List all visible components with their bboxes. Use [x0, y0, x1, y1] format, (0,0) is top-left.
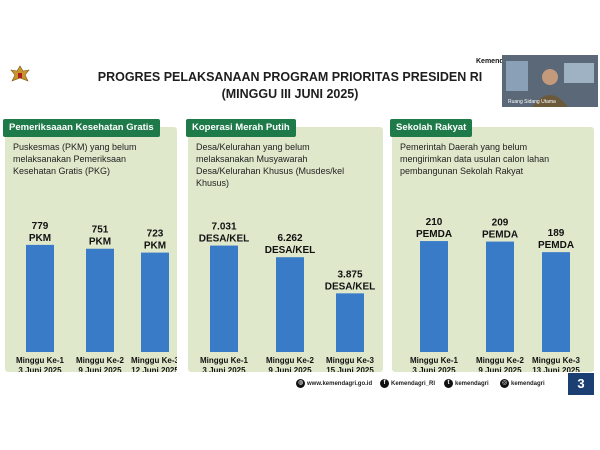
- website-text: www.kemendagri.go.id: [307, 380, 373, 387]
- page-number: 3: [568, 373, 594, 395]
- title-line-1: PROGRES PELAKSANAAN PROGRAM PRIORITAS PR…: [97, 70, 483, 84]
- category-date-label: 3 Juni 2025: [18, 366, 62, 372]
- unit-label: PEMDA: [416, 229, 452, 240]
- panel-title: Koperasi Merah Putih: [186, 119, 296, 137]
- bar-2: [86, 248, 114, 352]
- category-date-label: 3 Juni 2025: [202, 366, 246, 372]
- description-line: Desa/Kelurahan yang belum: [196, 142, 310, 152]
- video-caption: Ruang Sidang Utama: [508, 99, 556, 105]
- category-date-label: 3 Juni 2025: [412, 366, 456, 372]
- footer-twitter[interactable]: t kemendagri: [444, 379, 489, 388]
- panel-sekolah: Sekolah Rakyat Pemerintah Daerah yang be…: [390, 119, 594, 372]
- twitter-text: kemendagri: [455, 380, 489, 387]
- category-date-label: 15 Juni 2025: [326, 366, 374, 372]
- facebook-text: Kemendagri_RI: [391, 380, 436, 387]
- value-label: 751: [92, 225, 109, 236]
- globe-icon: ◍: [296, 379, 305, 388]
- unit-label: PKM: [89, 237, 111, 248]
- category-date-label: 9 Juni 2025: [268, 366, 312, 372]
- footer-facebook[interactable]: f Kemendagri_RI: [380, 379, 435, 388]
- slide-footer: ◍ www.kemendagri.go.id f Kemendagri_RI t…: [0, 373, 600, 395]
- category-label: Minggu Ke-3: [131, 356, 177, 365]
- description-line: mengirimkan data usulan calon lahan: [400, 154, 550, 164]
- panel-description: Puskesmas (PKM) yang belum melaksanakan …: [13, 141, 137, 177]
- description-line: Khusus): [196, 178, 230, 188]
- instagram-text: kemendagri: [511, 380, 545, 387]
- bar-1: [210, 245, 238, 352]
- bar-3: [542, 252, 570, 352]
- instagram-icon: ◎: [500, 379, 509, 388]
- description-line: Desa/Kelurahan Khusus (Musdes/kel: [196, 166, 345, 176]
- value-label: 7.031: [211, 222, 236, 233]
- footer-website[interactable]: ◍ www.kemendagri.go.id: [296, 379, 372, 388]
- garuda-logo-icon: [10, 65, 30, 82]
- description-line: melaksanakan Pemeriksaan: [13, 154, 127, 164]
- value-label: 3.875: [337, 269, 362, 280]
- bar-1: [26, 244, 54, 352]
- category-label: Minggu Ke-1: [16, 356, 65, 365]
- unit-label: DESA/KEL: [199, 234, 250, 245]
- facebook-icon: f: [380, 379, 389, 388]
- category-date-label: 13 Juni 2025: [532, 366, 580, 372]
- twitter-icon: t: [444, 379, 453, 388]
- presentation-slide: PROGRES PELAKSANAAN PROGRAM PRIORITAS PR…: [0, 55, 600, 395]
- category-label: Minggu Ke-3: [326, 356, 375, 365]
- category-label: Minggu Ke-1: [410, 356, 459, 365]
- unit-label: PEMDA: [482, 230, 518, 241]
- bar-2: [276, 257, 304, 352]
- bar-3: [336, 293, 364, 352]
- unit-label: DESA/KEL: [265, 245, 316, 256]
- category-label: Minggu Ke-1: [200, 356, 249, 365]
- brand-label: Kemend: [476, 58, 504, 65]
- category-label: Minggu Ke-2: [476, 356, 525, 365]
- panel-title: Sekolah Rakyat: [390, 119, 473, 137]
- bar-1: [420, 241, 448, 352]
- panel-koperasi: Koperasi Merah Putih Desa/Kelurahan yang…: [186, 119, 383, 372]
- unit-label: PKM: [144, 241, 166, 252]
- description-line: Kesehatan Gratis (PKG): [13, 166, 111, 176]
- category-label: Minggu Ke-3: [532, 356, 581, 365]
- value-label: 210: [426, 217, 443, 228]
- description-line: pembangunan Sekolah Rakyat: [400, 166, 524, 176]
- unit-label: PEMDA: [538, 240, 574, 251]
- category-label: Minggu Ke-2: [266, 356, 315, 365]
- bar-2: [486, 241, 514, 352]
- description-line: Pemerintah Daerah yang belum: [400, 142, 528, 152]
- title-line-2: (MINGGU III JUNI 2025): [221, 87, 359, 101]
- video-feed: Ruang Sidang Utama: [502, 55, 598, 107]
- category-date-label: 9 Juni 2025: [478, 366, 522, 372]
- value-label: 189: [548, 228, 565, 239]
- description-line: melaksanakan Musyawarah: [196, 154, 308, 164]
- slide-title: PROGRES PELAKSANAAN PROGRAM PRIORITAS PR…: [70, 69, 510, 103]
- footer-instagram[interactable]: ◎ kemendagri: [500, 379, 545, 388]
- panel-kesehatan: Pemeriksaaan Kesehatan Gratis Puskesmas …: [3, 119, 177, 372]
- unit-label: PKM: [29, 233, 51, 244]
- panel-title: Pemeriksaaan Kesehatan Gratis: [3, 119, 160, 137]
- description-line: Puskesmas (PKM) yang belum: [13, 142, 137, 152]
- unit-label: DESA/KEL: [325, 281, 376, 292]
- panel-description: Pemerintah Daerah yang belum mengirimkan…: [400, 141, 549, 177]
- bar-3: [141, 252, 169, 352]
- value-label: 779: [32, 221, 49, 232]
- category-label: Minggu Ke-2: [76, 356, 125, 365]
- presenter-image: [502, 55, 598, 107]
- value-label: 6.262: [277, 233, 302, 244]
- value-label: 723: [147, 229, 164, 240]
- panel-description: Desa/Kelurahan yang belum melaksanakan M…: [196, 141, 344, 189]
- value-label: 209: [492, 218, 509, 229]
- category-date-label: 12 Juni 2025: [131, 366, 177, 372]
- category-date-label: 9 Juni 2025: [78, 366, 122, 372]
